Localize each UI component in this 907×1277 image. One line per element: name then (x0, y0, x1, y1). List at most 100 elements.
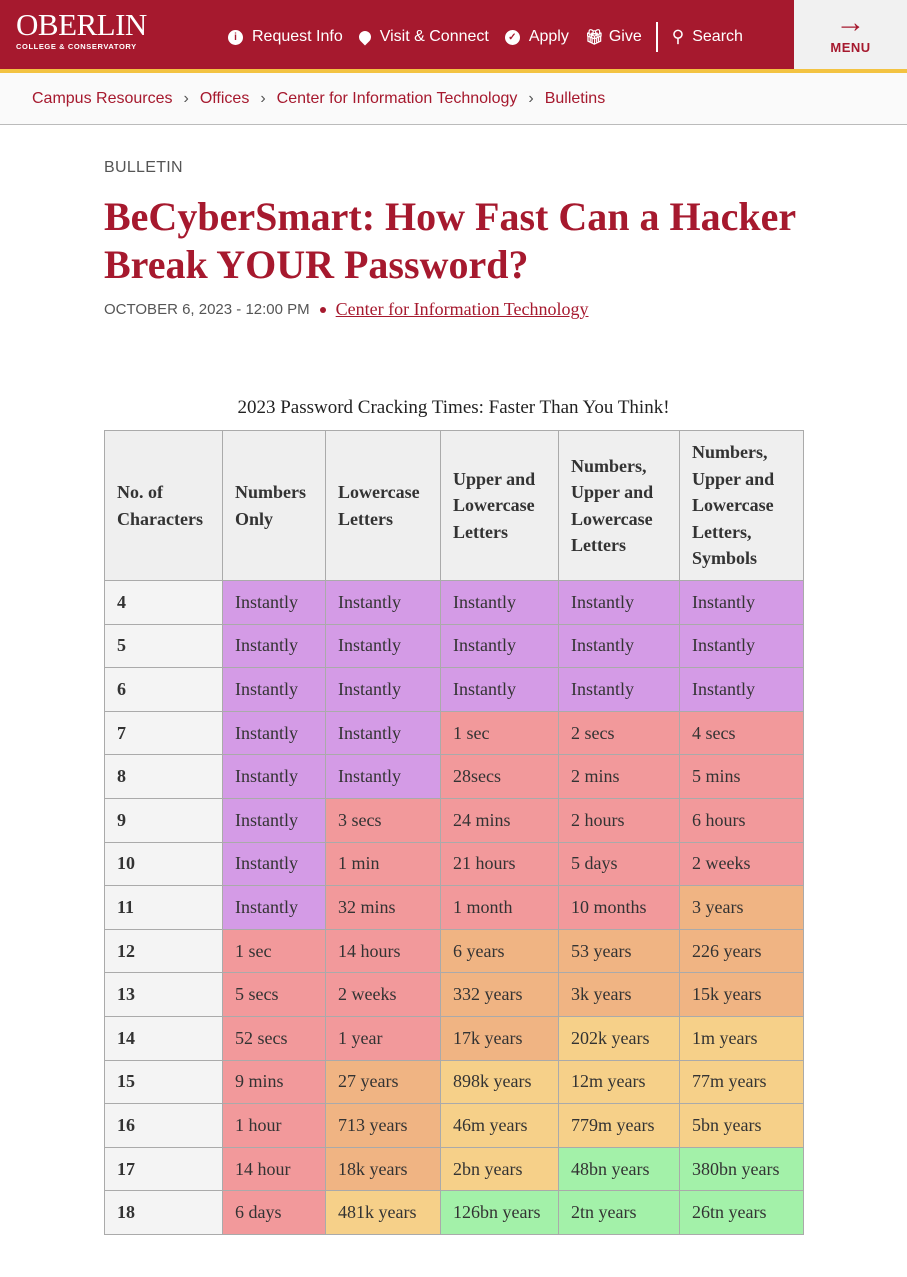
crack-time-cell: Instantly (325, 580, 441, 625)
crack-time-cell: Instantly (558, 623, 680, 669)
crack-time-cell: 32 mins (325, 885, 441, 930)
crack-time-cell: 1 year (325, 1015, 441, 1061)
nav-label: Give (608, 28, 642, 45)
crack-time-cell: 9 mins (222, 1059, 326, 1105)
nav-label: Visit & Connect (379, 28, 489, 45)
crack-time-cell: 48bn years (558, 1146, 680, 1192)
crack-time-cell: 2tn years (558, 1190, 680, 1235)
crack-time-cell: Instantly (325, 710, 441, 756)
crack-time-cell: 713 years (325, 1103, 441, 1148)
crack-time-cell: 24 mins (440, 797, 559, 843)
nav-give[interactable]: 🎁︎ Give (585, 28, 642, 46)
table-caption: 2023 Password Cracking Times: Faster Tha… (237, 397, 670, 418)
chevron-right-icon: › (183, 89, 189, 107)
nav-apply[interactable]: ✓ Apply (504, 28, 569, 46)
crack-time-cell: 3 years (679, 885, 804, 930)
table-row: 15 9 mins 27 years 898k years 12m years 77m y… (104, 1059, 804, 1105)
table-row: 10 Instantly 1 min 21 hours 5 days 2 weeks (104, 841, 804, 887)
breadcrumb-campus-resources[interactable]: Campus Resources (32, 89, 173, 107)
crack-time-cell: Instantly (325, 754, 441, 799)
gift-icon: 🎁︎ (584, 28, 604, 46)
crack-time-cell: 1m years (679, 1015, 804, 1061)
character-count-cell: 13 (104, 972, 223, 1017)
oberlin-logo[interactable]: OBERLIN COLLEGE & CONSERVATORY (16, 9, 147, 51)
breadcrumb-offices[interactable]: Offices (199, 89, 250, 107)
breadcrumb-cit[interactable]: Center for Information Technology (276, 89, 518, 107)
character-count-cell: 10 (104, 841, 223, 887)
crack-time-cell: Instantly (558, 580, 680, 625)
crack-time-cell: 6 days (222, 1190, 326, 1235)
crack-time-cell: 6 years (440, 928, 559, 974)
crack-time-cell: 2bn years (440, 1146, 559, 1192)
character-count-cell: 9 (104, 797, 223, 843)
menu-button[interactable]: → MENU (794, 0, 907, 69)
table-row: 9 Instantly 3 secs 24 mins 2 hours 6 hours (104, 797, 804, 843)
character-count-cell: 12 (104, 928, 223, 974)
author-link[interactable]: Center for Information Technology (335, 299, 589, 319)
search-button[interactable]: ⚲ Search (672, 27, 743, 47)
character-count-cell: 14 (104, 1015, 223, 1061)
crack-time-cell: Instantly (222, 841, 326, 887)
crack-time-cell: Instantly (222, 885, 326, 930)
article-date: OCTOBER 6, 2023 - 12:00 PM (104, 301, 310, 318)
crack-time-cell: Instantly (440, 623, 559, 669)
column-header: Lowercase Letters (325, 430, 441, 581)
article-kicker: BULLETIN (104, 159, 183, 176)
table-row: 8 Instantly Instantly 28secs 2 mins 5 mins (104, 754, 804, 799)
crack-time-cell: Instantly (679, 580, 804, 625)
crack-time-cell: 4 secs (679, 710, 804, 756)
crack-time-cell: 28secs (440, 754, 559, 799)
nav-request-info[interactable]: i Request Info (228, 28, 343, 46)
crack-time-cell: Instantly (679, 623, 804, 669)
crack-time-cell: 77m years (679, 1059, 804, 1105)
logo-subtext: COLLEGE & CONSERVATORY (16, 42, 137, 51)
crack-time-cell: Instantly (222, 797, 326, 843)
table-row: 6 Instantly Instantly Instantly Instantly Ins… (104, 667, 804, 712)
chevron-right-icon: › (260, 89, 266, 107)
character-count-cell: 15 (104, 1059, 223, 1105)
password-cracking-table: No. of Characters Numbers Only Lowercase L… (104, 430, 804, 1235)
crack-time-cell: 53 years (558, 928, 680, 974)
crack-time-cell: 2 weeks (325, 972, 441, 1017)
crack-time-cell: 2 secs (558, 710, 680, 756)
crack-time-cell: 481k years (325, 1190, 441, 1235)
table-row: 7 Instantly Instantly 1 sec 2 secs 4 secs (104, 710, 804, 756)
crack-time-cell: 14 hour (222, 1146, 326, 1192)
character-count-cell: 5 (104, 623, 223, 669)
crack-time-cell: 1 sec (440, 710, 559, 756)
crack-time-cell: 380bn years (679, 1146, 804, 1192)
crack-time-cell: 27 years (325, 1059, 441, 1105)
crack-time-cell: 6 hours (679, 797, 804, 843)
crack-time-cell: 5 days (558, 841, 680, 887)
nav-visit-connect[interactable]: Visit & Connect (356, 28, 489, 46)
crack-time-cell: 1 hour (222, 1103, 326, 1148)
arrow-right-icon: → (835, 6, 866, 39)
table-row: 13 5 secs 2 weeks 332 years 3k years 15k year… (104, 972, 804, 1017)
crack-time-cell: Instantly (679, 667, 804, 712)
crack-time-cell: 5bn years (679, 1103, 804, 1148)
crack-time-cell: 21 hours (440, 841, 559, 887)
page-title: BeCyberSmart: How Fast Can a Hacker Brea… (104, 194, 796, 287)
column-header: Numbers, Upper and Lowercase Letters, Sy… (679, 430, 804, 581)
accent-divider (0, 69, 907, 73)
check-circle-icon: ✓ (504, 29, 520, 45)
breadcrumb-bulletins[interactable]: Bulletins (544, 89, 606, 107)
crack-time-cell: 2 hours (558, 797, 680, 843)
crack-time-cell: 126bn years (440, 1190, 559, 1235)
crack-time-cell: Instantly (222, 580, 326, 625)
crack-time-cell: 52 secs (222, 1015, 326, 1061)
character-count-cell: 7 (104, 710, 223, 756)
crack-time-cell: 202k years (558, 1015, 680, 1061)
crack-time-cell: 14 hours (325, 928, 441, 974)
breadcrumb: Campus Resources › Offices › Center for In… (0, 73, 907, 125)
article-meta: OCTOBER 6, 2023 - 12:00 PM Center for In… (104, 299, 589, 320)
crack-time-cell: Instantly (440, 667, 559, 712)
character-count-cell: 16 (104, 1103, 223, 1148)
crack-time-cell: 10 months (558, 885, 680, 930)
character-count-cell: 6 (104, 667, 223, 712)
crack-time-cell: 226 years (679, 928, 804, 974)
crack-time-cell: 779m years (558, 1103, 680, 1148)
table-row: 12 1 sec 14 hours 6 years 53 years 226 years (104, 928, 804, 974)
column-header: Upper and Lowercase Letters (440, 430, 559, 581)
crack-time-cell: Instantly (222, 623, 326, 669)
